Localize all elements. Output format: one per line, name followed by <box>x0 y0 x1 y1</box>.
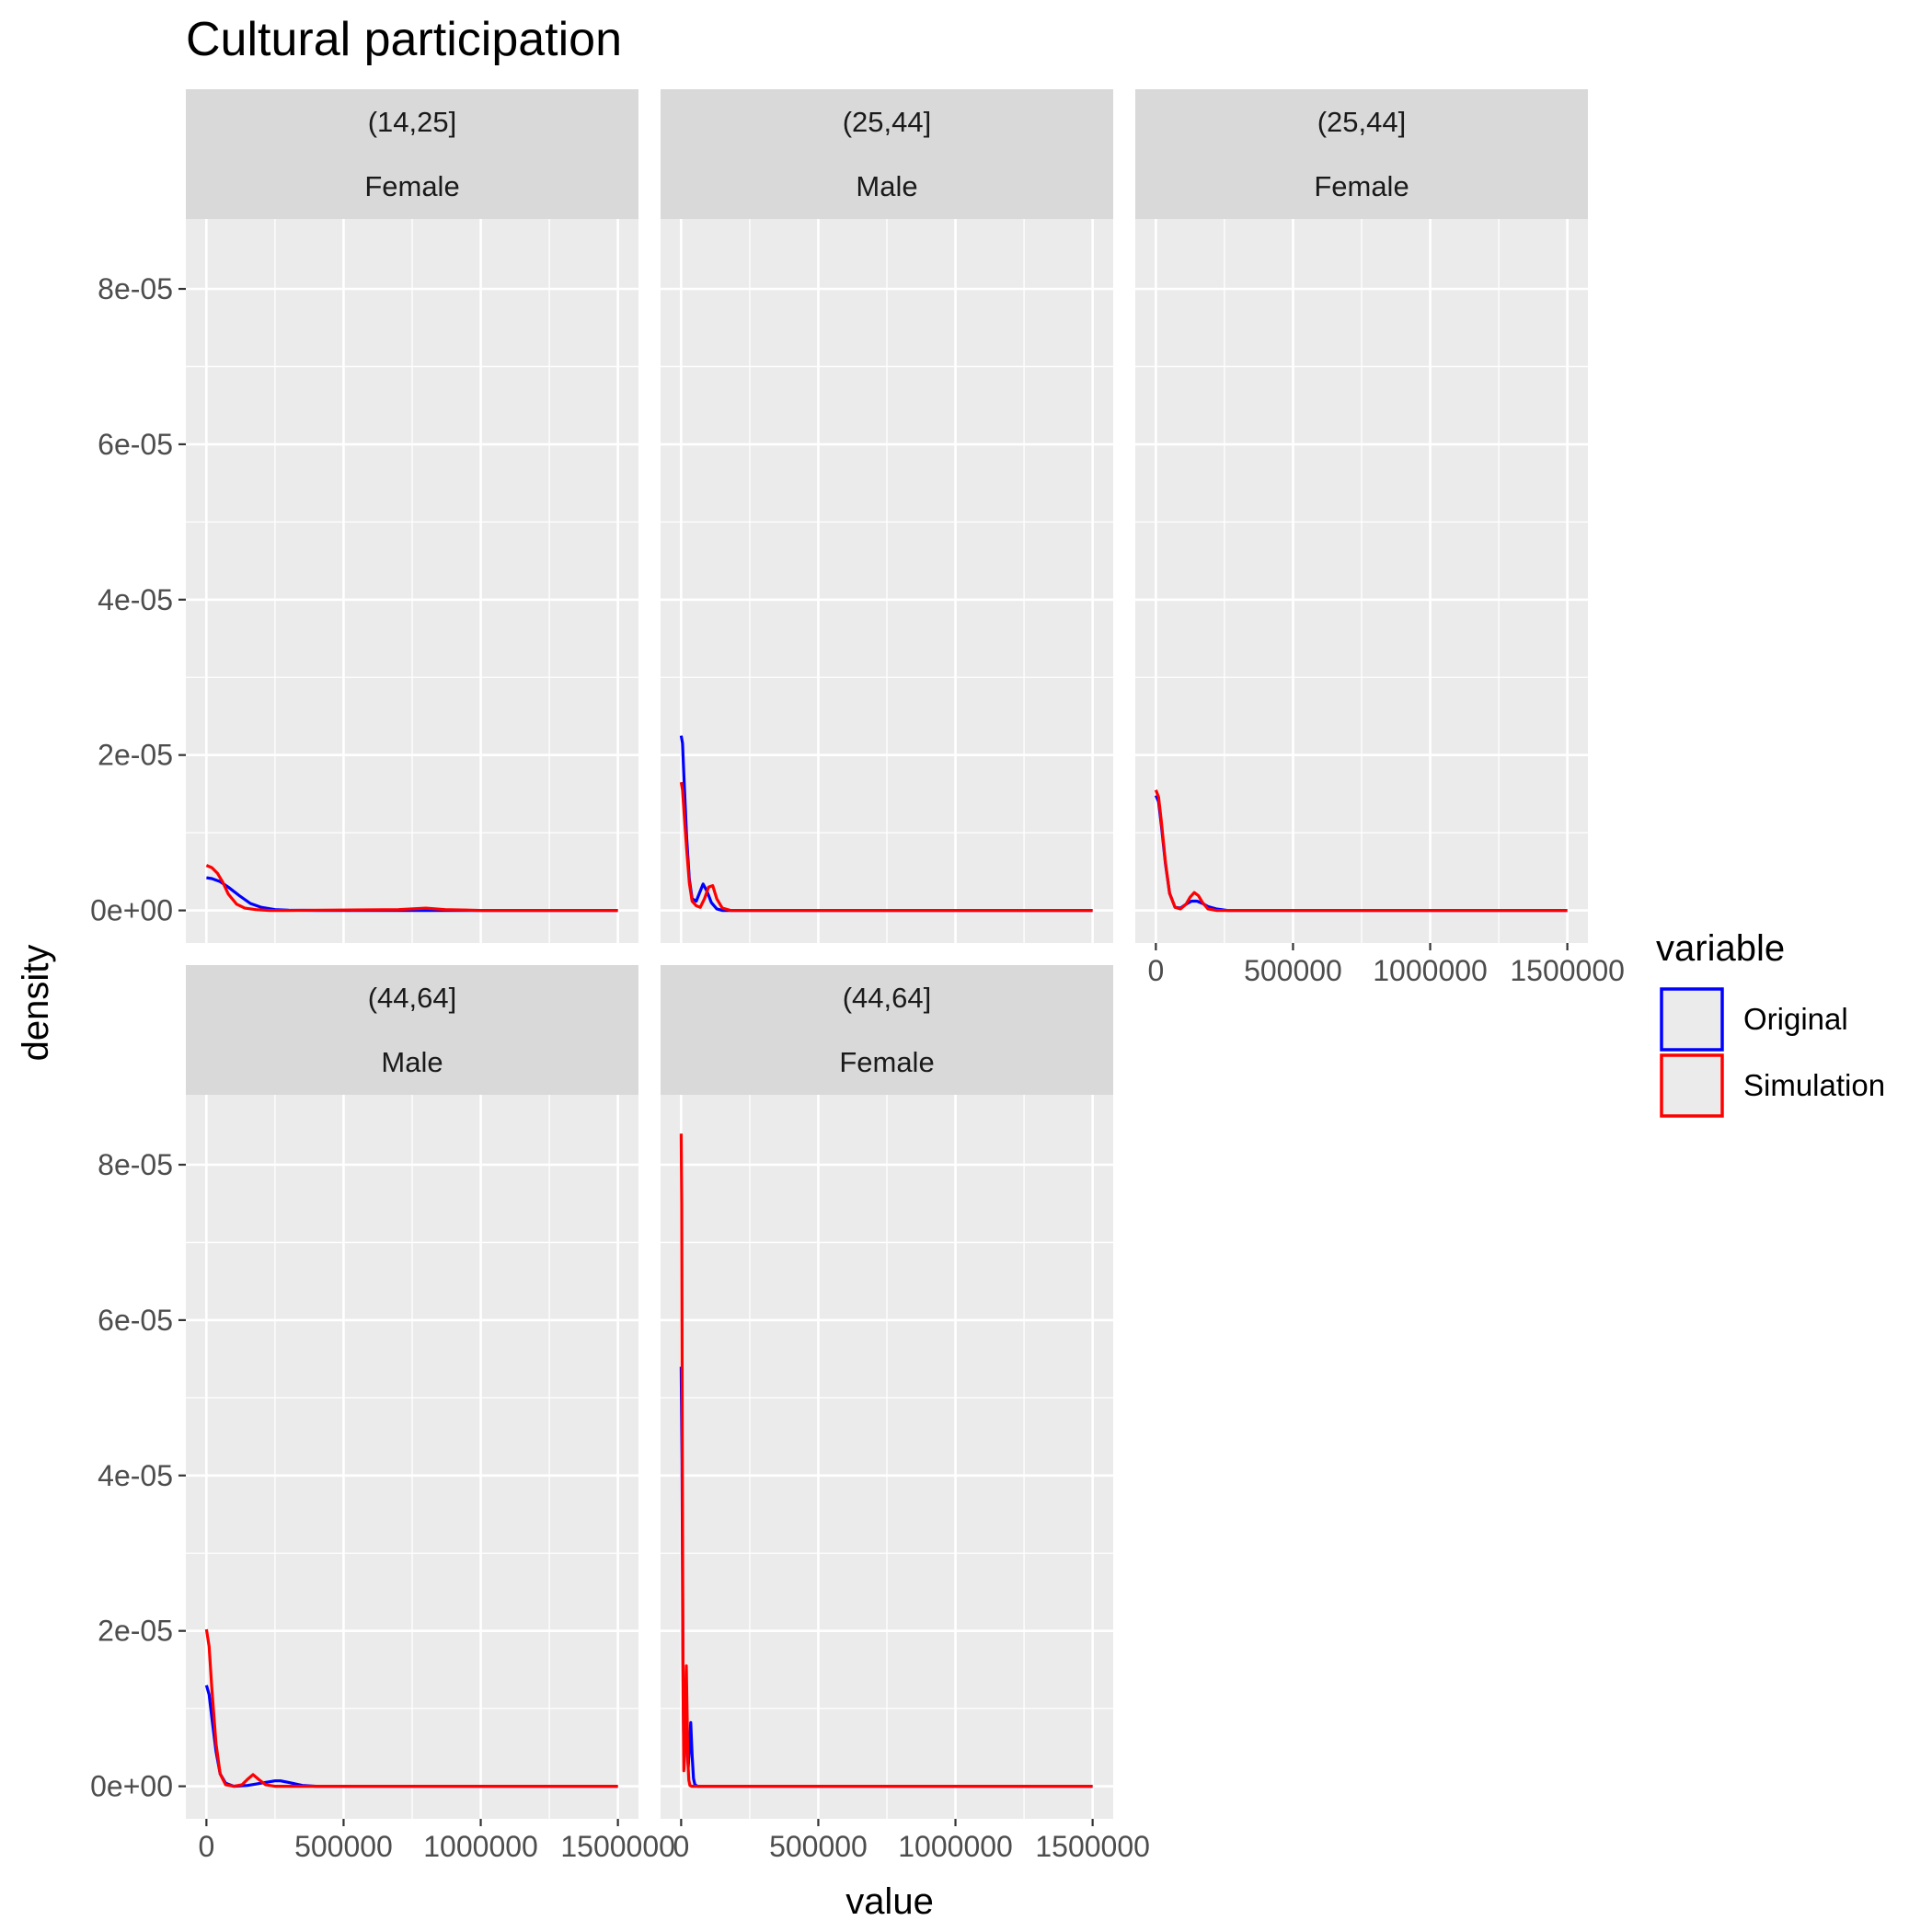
y-axis-title: density <box>16 945 56 1062</box>
legend-key-simulation <box>1660 1053 1724 1118</box>
chart-title: Cultural participation <box>186 13 622 66</box>
y-tick-label: 6e-05 <box>98 1304 173 1337</box>
x-tick-label: 500000 <box>1244 954 1342 987</box>
legend-title: variable <box>1656 928 1785 969</box>
facet-strip-top <box>186 89 638 154</box>
facet-strip-bottom <box>661 1029 1113 1095</box>
x-tick-label: 1500000 <box>1035 1830 1150 1863</box>
legend-key-original <box>1660 987 1724 1052</box>
facet-strip-label: Male <box>381 1046 443 1078</box>
x-tick-label: 1500000 <box>560 1830 675 1863</box>
facet-strip-top <box>186 965 638 1029</box>
x-tick-label: 500000 <box>294 1830 393 1863</box>
y-tick-label: 8e-05 <box>98 272 173 305</box>
facet-strip-label: Female <box>364 170 459 202</box>
y-tick-label: 0e+00 <box>90 1770 173 1803</box>
x-tick-label: 1000000 <box>1373 954 1488 987</box>
x-axis-title: value <box>845 1881 934 1922</box>
facet-panels: (14,25] Female 0e+00 2e-05 4e-05 6e-05 8e-05 (2… <box>90 89 1625 1863</box>
legend-entry-original: Original <box>1660 987 1848 1052</box>
facet-panel: (44,64] Female 0 500000 1000000 1500000 <box>661 965 1150 1863</box>
x-tick-label: 0 <box>673 1830 689 1863</box>
facet-strip-bottom <box>186 154 638 219</box>
x-tick-label: 500000 <box>769 1830 868 1863</box>
facet-strip-bottom <box>186 1029 638 1095</box>
x-tick-label: 1500000 <box>1510 954 1625 987</box>
series-line-simulation <box>1154 789 1568 913</box>
facet-strip-label: Male <box>856 170 917 202</box>
facet-strip-label: (14,25] <box>368 106 457 138</box>
y-tick-label: 4e-05 <box>98 1459 173 1492</box>
x-tick-label: 0 <box>1147 954 1164 987</box>
legend-label-original: Original <box>1743 1002 1848 1036</box>
y-tick-label: 8e-05 <box>98 1148 173 1181</box>
facet-panel: (44,64] Male 0e+00 2e-05 4e-05 6e-05 8e-05 0 500… <box>90 965 675 1863</box>
legend-entry-simulation: Simulation <box>1660 1053 1885 1118</box>
series-line-simulation <box>679 781 1093 913</box>
x-tick-label: 1000000 <box>898 1830 1013 1863</box>
x-tick-label: 1000000 <box>423 1830 538 1863</box>
y-tick-label: 2e-05 <box>98 1615 173 1648</box>
facet-strip-label: Female <box>839 1046 934 1078</box>
facet-strip-bottom <box>1135 154 1588 219</box>
facet-strip-bottom <box>661 154 1113 219</box>
legend: variable Original Simulation <box>1656 928 1885 1118</box>
facet-strip-top <box>661 89 1113 154</box>
facet-strip-label: (25,44] <box>843 106 932 138</box>
facet-strip-top <box>661 965 1113 1029</box>
y-tick-label: 6e-05 <box>98 428 173 461</box>
y-tick-label: 0e+00 <box>90 894 173 927</box>
facet-panel: (25,44] Male <box>661 89 1113 943</box>
y-tick-label: 2e-05 <box>98 739 173 772</box>
facet-strip-label: (44,64] <box>843 982 932 1014</box>
series-line-simulation <box>205 864 618 913</box>
series-line-original <box>679 735 1093 913</box>
facet-panel: (25,44] Female 0 500000 1000000 1500000 <box>1135 89 1625 987</box>
legend-label-simulation: Simulation <box>1743 1068 1885 1102</box>
series-line-simulation <box>679 1133 1093 1788</box>
facet-strip-top <box>1135 89 1588 154</box>
facet-strip-label: Female <box>1314 170 1409 202</box>
x-tick-label: 0 <box>198 1830 214 1863</box>
facet-strip-label: (25,44] <box>1317 106 1407 138</box>
facet-panel: (14,25] Female 0e+00 2e-05 4e-05 6e-05 8e-05 <box>90 89 638 943</box>
y-tick-label: 4e-05 <box>98 583 173 616</box>
series-line-simulation <box>204 1628 618 1788</box>
facet-strip-label: (44,64] <box>368 982 457 1014</box>
series-line-original <box>204 1685 618 1788</box>
